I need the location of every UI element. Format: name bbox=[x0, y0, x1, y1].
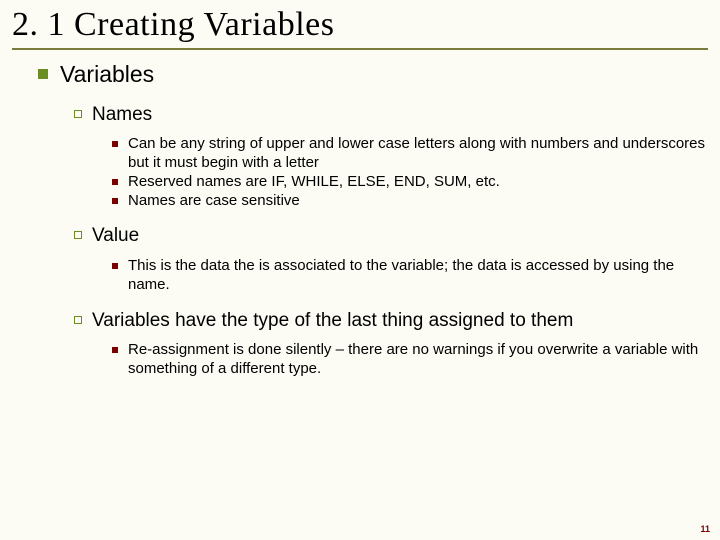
level2-text: Value bbox=[92, 224, 139, 249]
square-outline-bullet-icon bbox=[74, 316, 82, 324]
square-outline-bullet-icon bbox=[74, 110, 82, 118]
level2-item: Names bbox=[74, 103, 708, 128]
level2-text: Variables have the type of the last thin… bbox=[92, 309, 573, 334]
square-tiny-bullet-icon bbox=[112, 347, 118, 353]
level3-text: Reserved names are IF, WHILE, ELSE, END,… bbox=[128, 173, 500, 192]
level2-text: Names bbox=[92, 103, 152, 128]
square-outline-bullet-icon bbox=[74, 231, 82, 239]
level3-text: Can be any string of upper and lower cas… bbox=[128, 135, 708, 173]
level2-item: Variables have the type of the last thin… bbox=[74, 309, 708, 334]
level1-text: Variables bbox=[60, 60, 154, 89]
slide: 2. 1 Creating Variables Variables Names … bbox=[0, 0, 720, 391]
square-tiny-bullet-icon bbox=[112, 263, 118, 269]
level3-text: Re-assignment is done silently – there a… bbox=[128, 341, 708, 379]
level3-item: Names are case sensitive bbox=[112, 192, 708, 211]
square-tiny-bullet-icon bbox=[112, 179, 118, 185]
title-underline: 2. 1 Creating Variables bbox=[12, 6, 708, 50]
square-tiny-bullet-icon bbox=[112, 141, 118, 147]
level2-item: Value bbox=[74, 224, 708, 249]
level3-item: Can be any string of upper and lower cas… bbox=[112, 135, 708, 173]
square-bullet-icon bbox=[38, 69, 48, 79]
page-number: 11 bbox=[700, 524, 710, 534]
square-tiny-bullet-icon bbox=[112, 198, 118, 204]
level3-item: This is the data the is associated to th… bbox=[112, 257, 708, 295]
level3-item: Reserved names are IF, WHILE, ELSE, END,… bbox=[112, 173, 708, 192]
level3-text: Names are case sensitive bbox=[128, 192, 300, 211]
slide-title: 2. 1 Creating Variables bbox=[12, 6, 708, 44]
level1-item: Variables bbox=[38, 60, 708, 89]
level3-text: This is the data the is associated to th… bbox=[128, 257, 708, 295]
level3-item: Re-assignment is done silently – there a… bbox=[112, 341, 708, 379]
